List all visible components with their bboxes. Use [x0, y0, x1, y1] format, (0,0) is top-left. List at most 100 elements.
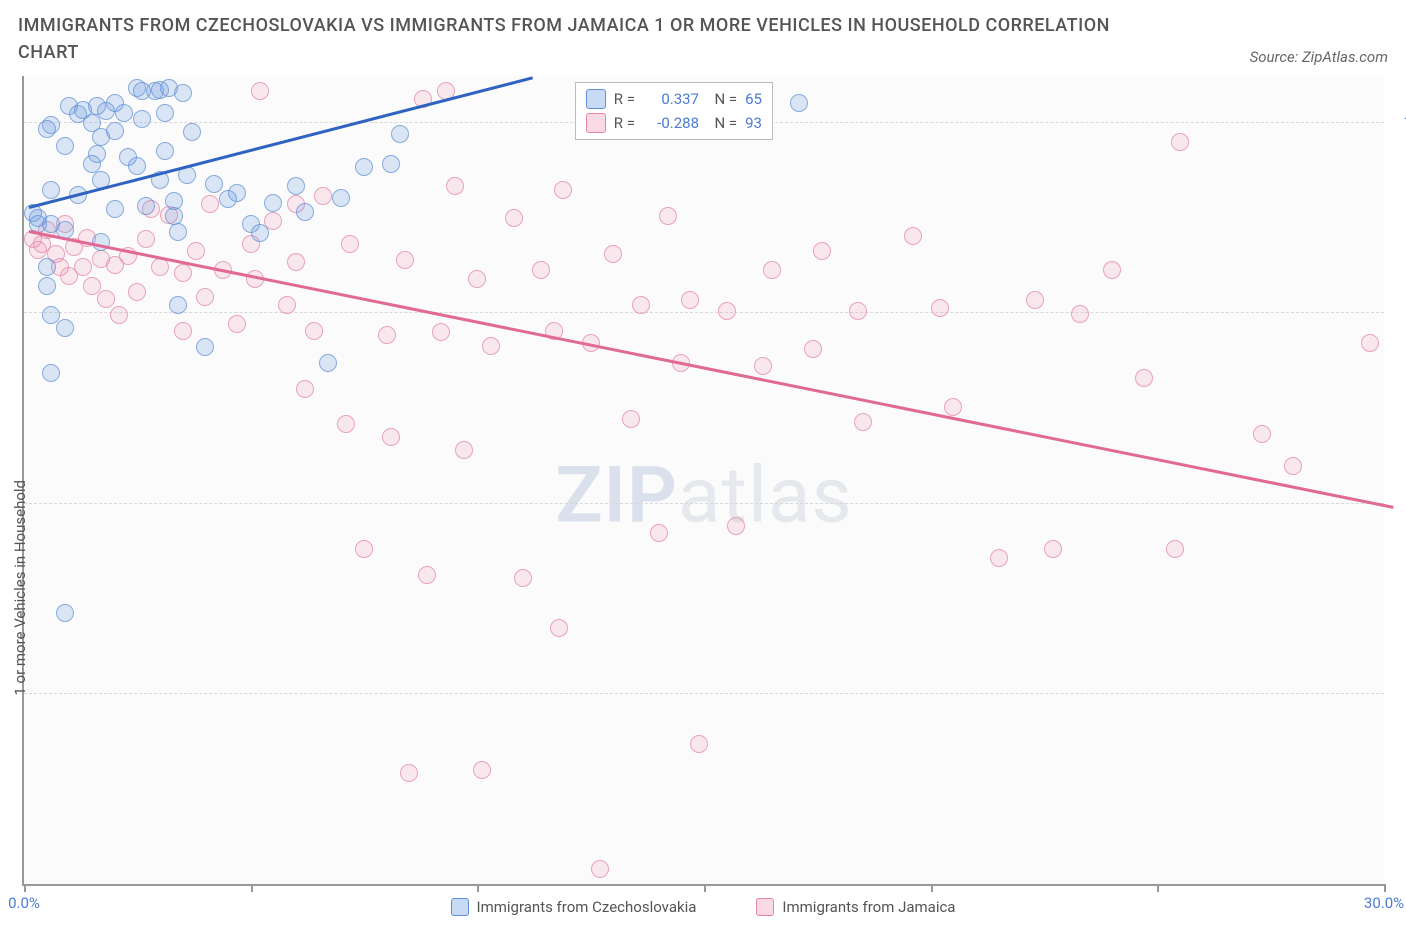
data-point [622, 410, 640, 428]
legend-r-label: R = [614, 87, 635, 111]
data-point [550, 619, 568, 637]
data-point [650, 524, 668, 542]
data-point [251, 82, 269, 100]
data-point [355, 158, 373, 176]
grid-line [24, 503, 1384, 504]
x-tick [251, 884, 253, 892]
data-point [473, 761, 491, 779]
data-point [1026, 291, 1044, 309]
data-point [296, 203, 314, 221]
data-point [1071, 305, 1089, 323]
legend-label: Immigrants from Jamaica [782, 898, 955, 916]
data-point [56, 137, 74, 155]
data-point [56, 604, 74, 622]
data-point [228, 184, 246, 202]
legend-stats-box: R = 0.337 N = 65R = -0.288 N = 93 [575, 82, 773, 140]
source-label: Source: ZipAtlas.com [1250, 48, 1388, 66]
plot-surface [24, 76, 1384, 884]
data-point [56, 319, 74, 337]
data-point [1044, 540, 1062, 558]
data-point [1361, 334, 1379, 352]
data-point [659, 207, 677, 225]
data-point [341, 235, 359, 253]
legend-n-label: N = [707, 111, 737, 135]
data-point [205, 175, 223, 193]
data-point [854, 413, 872, 431]
x-tick [704, 884, 706, 892]
data-point [137, 197, 155, 215]
data-point [38, 277, 56, 295]
data-point [604, 245, 622, 263]
grid-line [24, 693, 1384, 694]
chart-area: 1 or more Vehicles in Household ZIPatlas… [22, 76, 1384, 886]
legend-swatch-blue [451, 898, 469, 916]
x-tick [24, 884, 26, 892]
data-point [128, 283, 146, 301]
legend-swatch-pink [756, 898, 774, 916]
x-tick [1384, 884, 1386, 892]
data-point [156, 104, 174, 122]
data-point [591, 860, 609, 878]
data-point [110, 306, 128, 324]
legend-swatch-icon [586, 113, 606, 133]
data-point [174, 322, 192, 340]
data-point [505, 209, 523, 227]
data-point [174, 84, 192, 102]
data-point [187, 242, 205, 260]
data-point [400, 764, 418, 782]
legend-label: Immigrants from Czechoslovakia [477, 898, 697, 916]
data-point [42, 116, 60, 134]
data-point [314, 187, 332, 205]
legend-item-jamaica: Immigrants from Jamaica [756, 898, 955, 916]
trend-line [28, 230, 1393, 508]
legend-stats-row: R = 0.337 N = 65 [586, 87, 762, 111]
legend-r-label: R = [614, 111, 635, 135]
data-point [718, 302, 736, 320]
data-point [532, 261, 550, 279]
legend-n-label: N = [707, 87, 737, 111]
data-point [106, 122, 124, 140]
data-point [681, 291, 699, 309]
data-point [196, 338, 214, 356]
data-point [1253, 425, 1271, 443]
legend-r-value: -0.288 [643, 111, 699, 135]
data-point [337, 415, 355, 433]
data-point [355, 540, 373, 558]
data-point [554, 181, 572, 199]
data-point [690, 735, 708, 753]
data-point [201, 195, 219, 213]
data-point [38, 258, 56, 276]
data-point [42, 364, 60, 382]
data-point [482, 337, 500, 355]
x-tick [477, 884, 479, 892]
data-point [468, 270, 486, 288]
data-point [278, 296, 296, 314]
data-point [514, 569, 532, 587]
data-point [296, 380, 314, 398]
data-point [97, 290, 115, 308]
bottom-legend: Immigrants from Czechoslovakia Immigrant… [0, 898, 1406, 916]
x-tick [931, 884, 933, 892]
data-point [106, 200, 124, 218]
data-point [251, 224, 269, 242]
legend-r-value: 0.337 [643, 87, 699, 111]
data-point [904, 227, 922, 245]
data-point [319, 354, 337, 372]
data-point [287, 253, 305, 271]
data-point [763, 261, 781, 279]
data-point [1103, 261, 1121, 279]
data-point [382, 155, 400, 173]
data-point [804, 340, 822, 358]
data-point [287, 177, 305, 195]
data-point [115, 104, 133, 122]
data-point [169, 296, 187, 314]
data-point [391, 125, 409, 143]
data-point [88, 145, 106, 163]
legend-swatch-icon [586, 89, 606, 109]
data-point [137, 230, 155, 248]
data-point [396, 251, 414, 269]
title-bar: IMMIGRANTS FROM CZECHOSLOVAKIA VS IMMIGR… [0, 0, 1406, 74]
data-point [446, 177, 464, 195]
chart-title: IMMIGRANTS FROM CZECHOSLOVAKIA VS IMMIGR… [18, 12, 1118, 66]
legend-stats-row: R = -0.288 N = 93 [586, 111, 762, 135]
